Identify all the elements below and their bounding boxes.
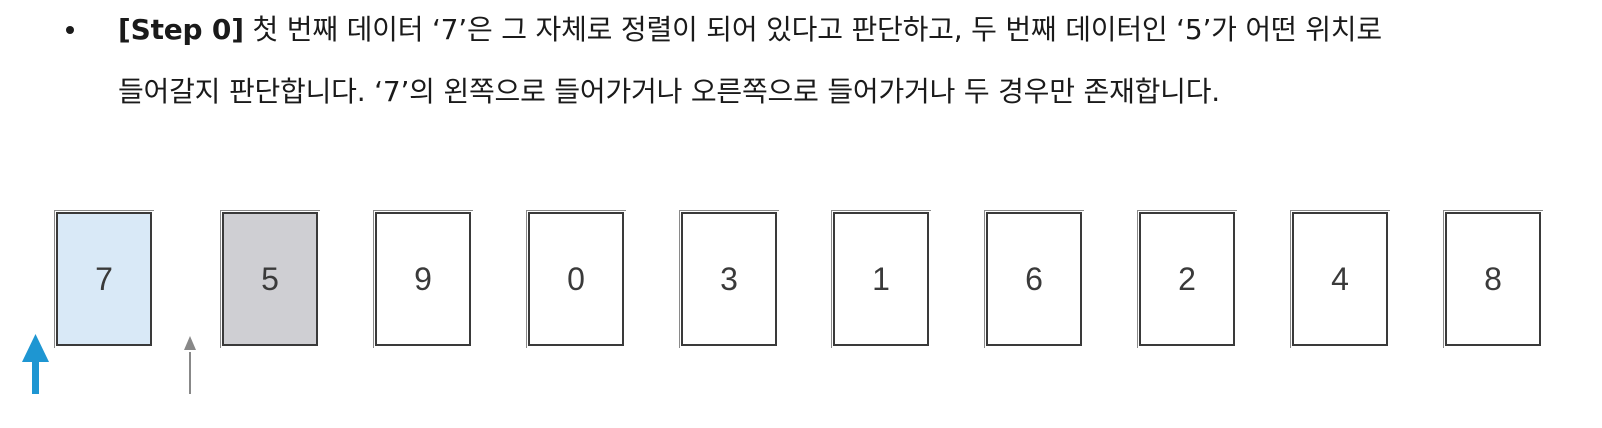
instruction-line-2: 들어갈지 판단합니다. ‘7’의 왼쪽으로 들어가거나 오른쪽으로 들어가거나 … [118, 75, 1221, 108]
card-5: 3 [679, 210, 779, 348]
instruction-line-1-text: 첫 번째 데이터 ‘7’은 그 자체로 정렬이 되어 있다고 판단하고, 두 번… [243, 13, 1383, 46]
card-10: 8 [1443, 210, 1543, 348]
card-4: 0 [526, 210, 626, 348]
card-9: 4 [1290, 210, 1390, 348]
card-3: 9 [373, 210, 473, 348]
card-7: 6 [984, 210, 1084, 348]
card-1-sorted: 7 [54, 210, 154, 348]
bullet-icon [66, 26, 74, 34]
step-label: [Step 0] [118, 13, 244, 46]
card-6: 1 [831, 210, 931, 348]
card-2-current: 5 [220, 210, 320, 348]
card-8: 2 [1137, 210, 1237, 348]
instruction-line-1: [Step 0] 첫 번째 데이터 ‘7’은 그 자체로 정렬이 되어 있다고 … [118, 10, 1382, 50]
